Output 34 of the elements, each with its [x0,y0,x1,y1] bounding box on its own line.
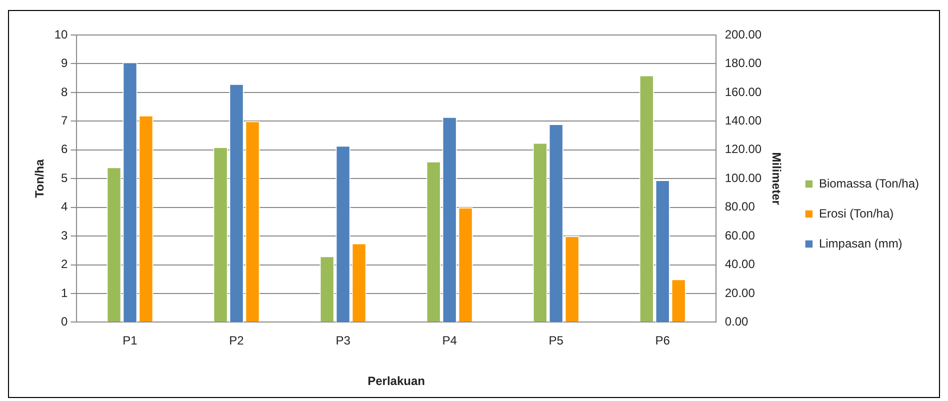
x-tick-label: P5 [548,334,564,348]
y2-tick-label: 200.00 [724,27,762,42]
y2-tick-label: 80.00 [724,200,756,214]
y-tick-label: 1 [61,286,68,300]
y2-tick-label: 60.00 [724,228,756,242]
y-tick-label: 3 [61,228,68,242]
y-tick-label: 0 [61,314,68,329]
x-tick-label: P6 [655,334,670,348]
y2-tick-label: 40.00 [724,257,756,272]
legend-label: Limpasan (mm) [818,236,902,250]
x-tick-label: P1 [122,334,138,348]
y2-tick-label: 120.00 [724,142,762,156]
y-tick-label: 4 [61,200,68,214]
y-tick-label: 9 [61,56,68,70]
y2-tick-label: 160.00 [724,84,762,99]
legend-label: Biomassa (Ton/ha) [818,176,920,190]
y-tick-label: 6 [61,142,68,156]
legend-label: Erosi (Ton/ha) [818,206,894,220]
y-tick-label: 8 [61,84,68,99]
y-axis-title: Ton/ha [32,159,47,198]
x-axis-title: Perlakuan [368,374,425,388]
x-tick-label: P3 [336,334,351,348]
y-tick-label: 5 [61,170,68,185]
x-tick-label: P2 [229,334,244,348]
y2-tick-label: 0.00 [724,314,749,329]
y-tick-label: 10 [54,27,68,42]
y2-tick-label: 100.00 [724,170,762,185]
y-tick-label: 2 [61,257,68,272]
y2-axis-title: Milimeter [769,152,784,206]
y2-tick-label: 140.00 [724,113,762,128]
x-tick-label: P4 [442,334,458,348]
y2-tick-label: 20.00 [724,286,756,300]
y2-tick-label: 180.00 [724,56,762,70]
y-tick-label: 7 [61,113,68,128]
